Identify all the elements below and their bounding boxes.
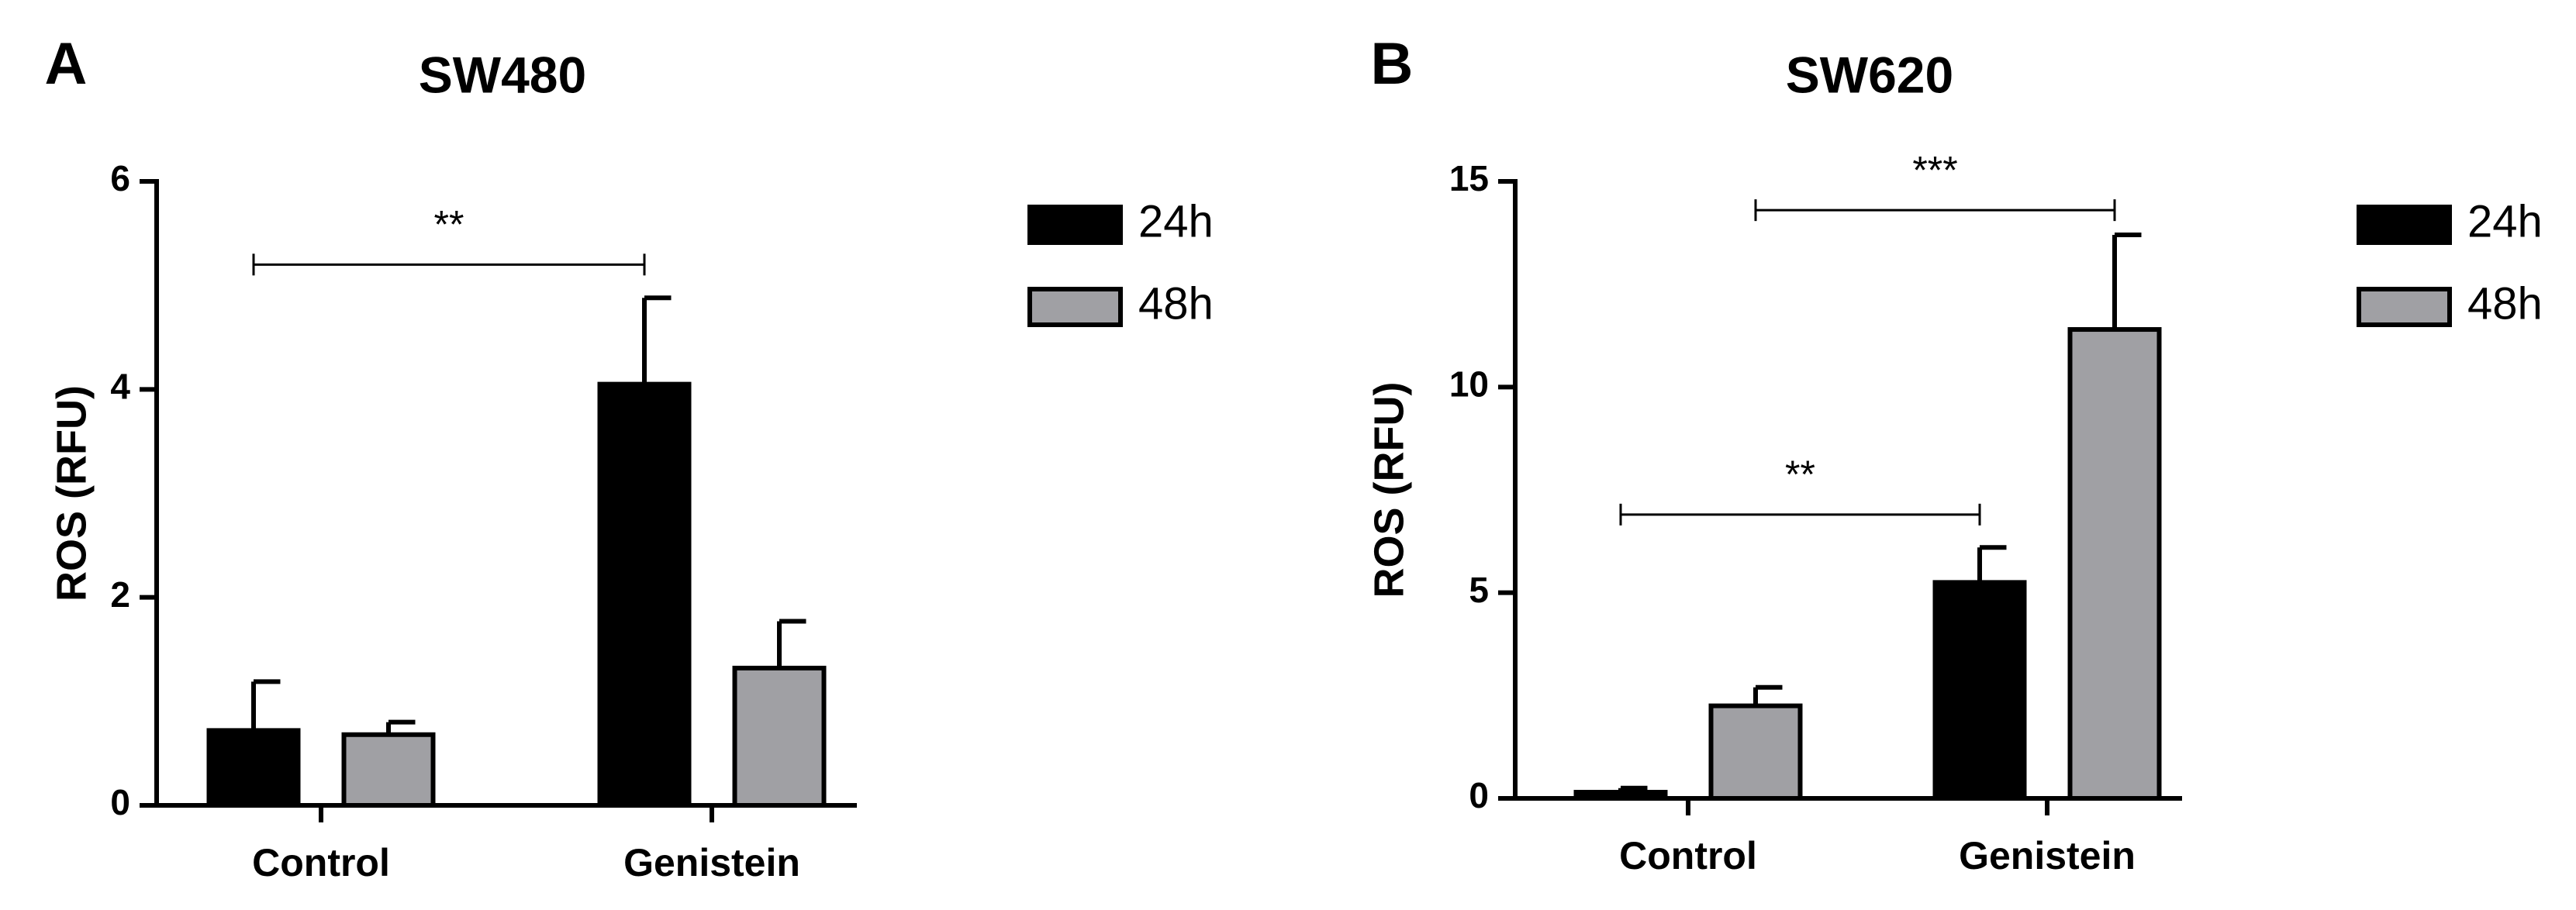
y-tick-label: 0	[1469, 775, 1489, 815]
legend-swatch	[2357, 205, 2452, 245]
y-axis-label: ROS (RFU)	[48, 385, 95, 601]
y-tick-label: 0	[110, 782, 130, 822]
legend-swatch	[2357, 287, 2452, 327]
chart-title: SW620	[1786, 46, 1953, 103]
panel-label: B	[1371, 31, 1414, 97]
significance-label: **	[434, 203, 464, 246]
panel-label: A	[45, 31, 88, 97]
significance-label: **	[1785, 453, 1815, 496]
legend-label: 48h	[2467, 278, 2543, 329]
y-tick-label: 6	[110, 158, 130, 198]
y-axis-label: ROS (RFU)	[1366, 382, 1412, 598]
legend-swatch	[1027, 287, 1123, 327]
legend-swatch	[1027, 205, 1123, 245]
chart-title: SW480	[419, 46, 586, 103]
bar	[597, 381, 692, 808]
legend-label: 48h	[1138, 278, 1214, 329]
legend-label: 24h	[2467, 196, 2543, 246]
x-tick-label: Control	[252, 841, 390, 884]
bar	[732, 665, 827, 808]
legend-label: 24h	[1138, 196, 1214, 246]
y-tick-label: 2	[110, 574, 130, 615]
y-tick-label: 10	[1449, 364, 1489, 404]
x-tick-label: Control	[1619, 834, 1757, 877]
bar	[206, 728, 301, 808]
y-tick-label: 5	[1469, 570, 1489, 610]
y-tick-label: 4	[110, 366, 130, 406]
x-tick-label: Genistein	[1959, 834, 2136, 877]
x-tick-label: Genistein	[623, 841, 800, 884]
y-tick-label: 15	[1449, 158, 1489, 198]
significance-label: ***	[1912, 148, 1957, 191]
bar	[1932, 580, 2027, 801]
bar	[2067, 327, 2162, 801]
bar	[341, 732, 436, 808]
bar	[1708, 703, 1803, 801]
